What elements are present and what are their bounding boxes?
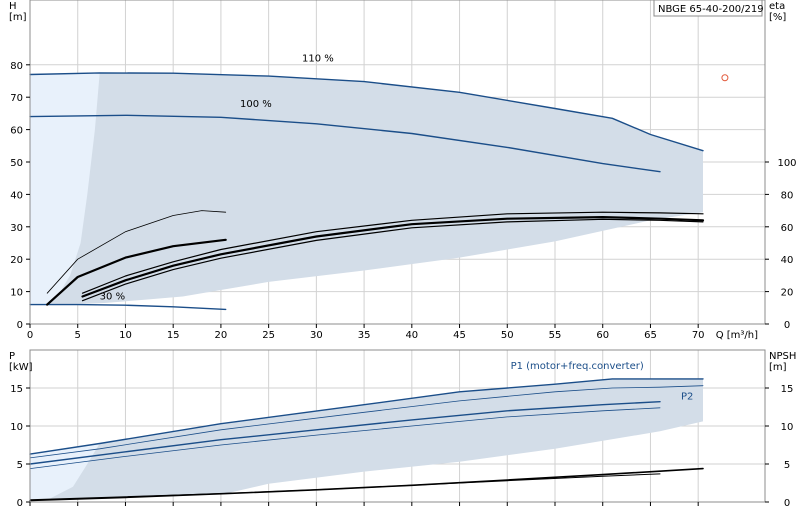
bottom-series-2-curve [29,401,661,465]
top-series-5-curve [81,216,705,298]
bottom-series-label-0: P1 (motor+freq.converter) [511,361,644,372]
bottom-ytick-label-right-5: 5 [784,460,790,471]
bottom-series-3-curve [29,407,661,469]
top-xtick-label-65: 65 [644,330,657,341]
bottom-y-right-unit: [m] [769,362,787,373]
bottom-ytick-label-left-15: 15 [10,384,23,395]
top-series-2-curve [29,303,227,311]
top-xtick-label-40: 40 [405,330,418,341]
top-model-label-box [653,0,763,17]
top-series-label-0: 110 % [302,54,334,65]
top-y-left-unit: [m] [9,12,27,23]
top-series-3-curve [46,238,227,306]
top-xtick-label-30: 30 [310,330,323,341]
top-marker-circle [721,74,729,82]
top-y-left-title: H [9,1,17,12]
top-series-1-curve [29,114,661,173]
top-xtick-label-10: 10 [119,330,132,341]
top-ytick-label-left-60: 60 [10,126,23,137]
top-ytick-label-left-70: 70 [10,93,23,104]
bottom-y-right-title: NPSH [769,351,796,362]
bottom-operating-band [30,378,703,500]
top-ytick-label-left-40: 40 [10,190,23,201]
top-ytick-label-right-20: 20 [781,288,794,299]
top-ytick-label-right-60: 60 [781,223,794,234]
top-xtick-label-35: 35 [358,330,371,341]
top-xtick-label-60: 60 [596,330,609,341]
top-ytick-label-left-10: 10 [10,288,23,299]
top-series-4-curve [46,210,227,294]
bottom-ytick-label-right-15: 15 [781,384,794,395]
bottom-ytick-label-left-5: 5 [17,460,23,471]
top-xtick-label-25: 25 [262,330,275,341]
top-y-right-unit: [%] [769,12,786,23]
top-x-axis-label: Q [m³/h] [716,330,758,341]
top-xtick-label-20: 20 [215,330,228,341]
top-series-7-curve [81,218,704,302]
top-ytick-label-right-80: 80 [781,190,794,201]
top-xtick-label-70: 70 [692,330,705,341]
top-model-label: NBGE 65-40-200/219 [658,4,764,15]
bottom-series-0-curve [29,378,704,455]
bottom-ytick-label-left-0: 0 [17,498,23,509]
bottom-series-label-1: P2 [681,391,693,402]
top-y-right-title: eta [769,1,785,12]
bottom-y-left-title: P [9,351,15,362]
top-min-flow-band [30,72,100,305]
top-series-0-curve [29,72,704,152]
top-series-label-2: 30 % [100,292,125,303]
top-xtick-label-50: 50 [501,330,514,341]
top-ytick-label-right-0: 0 [784,320,790,331]
top-ytick-label-left-30: 30 [10,223,23,234]
top-xtick-label-0: 0 [27,330,33,341]
bottom-ytick-label-right-0: 0 [784,498,790,509]
top-ytick-label-right-40: 40 [781,255,794,266]
bottom-series-1-curve [29,385,704,459]
top-xtick-label-45: 45 [453,330,466,341]
top-ytick-label-left-50: 50 [10,158,23,169]
bottom-ytick-label-right-10: 10 [781,422,794,433]
top-operating-band [30,72,703,305]
top-ytick-label-left-20: 20 [10,255,23,266]
bottom-y-left-unit: [kW] [9,362,33,373]
top-ytick-label-right-100: 100 [777,158,796,169]
bottom-ytick-label-left-10: 10 [10,422,23,433]
bottom-series-5-curve [29,473,661,501]
top-xtick-label-5: 5 [75,330,81,341]
top-series-6-curve [81,211,704,294]
top-xtick-label-55: 55 [549,330,562,341]
top-ytick-label-left-0: 0 [17,320,23,331]
top-ytick-label-left-80: 80 [10,61,23,72]
top-series-label-1: 100 % [240,99,272,110]
top-xtick-label-15: 15 [167,330,180,341]
